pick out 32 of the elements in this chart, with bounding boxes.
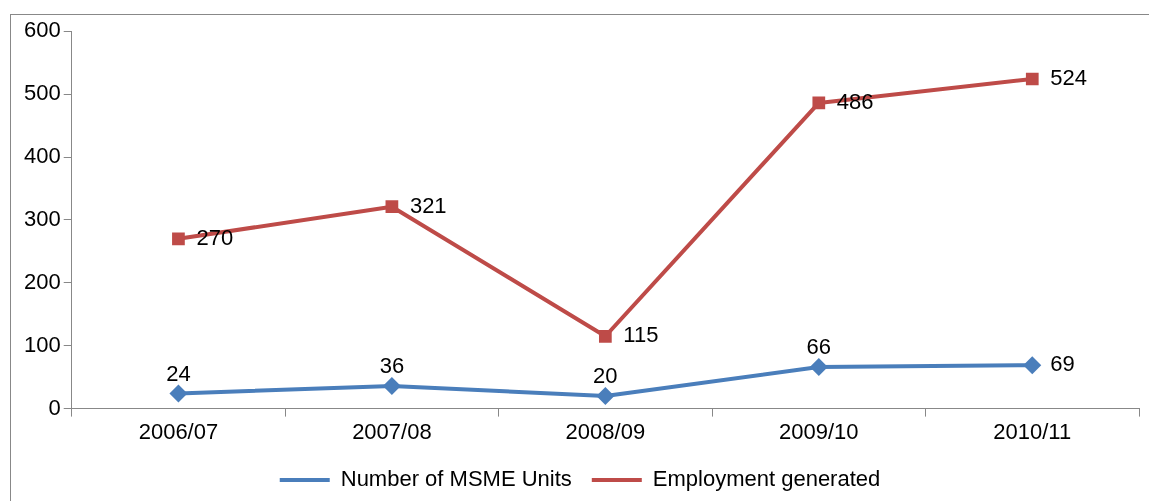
y-tick-label: 300 xyxy=(23,205,61,231)
y-tick-label: 0 xyxy=(48,394,61,420)
point xyxy=(809,358,828,377)
x-tick-label: 2006/07 xyxy=(138,418,219,444)
point xyxy=(598,329,612,343)
point xyxy=(172,232,185,246)
data-label: 69 xyxy=(1050,351,1075,377)
point xyxy=(596,387,615,406)
legend-label: Number of MSME Units xyxy=(340,466,572,492)
x-tick-label: 2007/08 xyxy=(352,418,432,444)
point xyxy=(1025,72,1039,86)
point xyxy=(812,96,826,110)
point xyxy=(1023,356,1042,375)
data-label: 115 xyxy=(623,322,659,348)
y-tick-label: 100 xyxy=(23,331,61,357)
x-tick-label: 2008/09 xyxy=(565,418,646,444)
data-label: 24 xyxy=(166,360,191,386)
y-tick-label: 400 xyxy=(23,143,61,169)
data-label: 20 xyxy=(593,363,618,389)
y-tick-label: 600 xyxy=(23,17,61,43)
point xyxy=(382,376,401,395)
data-label: 321 xyxy=(409,192,447,218)
point xyxy=(169,384,188,403)
data-label: 36 xyxy=(379,353,405,379)
point xyxy=(385,200,399,214)
data-label: 524 xyxy=(1050,65,1087,91)
x-tick-label: 2009/10 xyxy=(779,418,859,444)
x-tick-label: 2010/11 xyxy=(993,418,1072,444)
data-label: 66 xyxy=(806,334,832,360)
y-tick-label: 500 xyxy=(23,80,61,106)
legend-label: Employment generated xyxy=(652,466,881,492)
y-tick-label: 200 xyxy=(23,268,61,294)
